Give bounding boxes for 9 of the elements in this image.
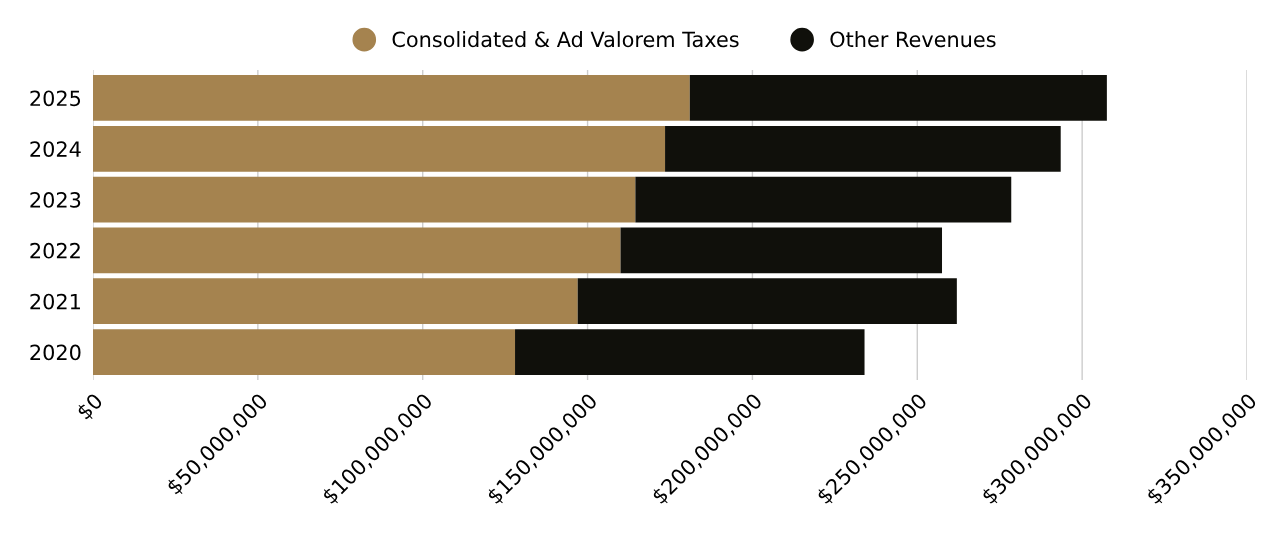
- legend-label: Consolidated & Ad Valorem Taxes: [392, 31, 739, 48]
- y-tick-label: 2025: [30, 90, 81, 107]
- y-tick-label: 2021: [30, 293, 80, 310]
- legend-label: Other Revenues: [830, 31, 996, 48]
- y-tick-label: 2023: [30, 192, 81, 208]
- x-tick-label: $0: [75, 392, 106, 422]
- y-tick-label: 2024: [30, 141, 81, 157]
- y-tick-label: 2022: [30, 242, 80, 259]
- y-tick-label: 2020: [30, 344, 81, 361]
